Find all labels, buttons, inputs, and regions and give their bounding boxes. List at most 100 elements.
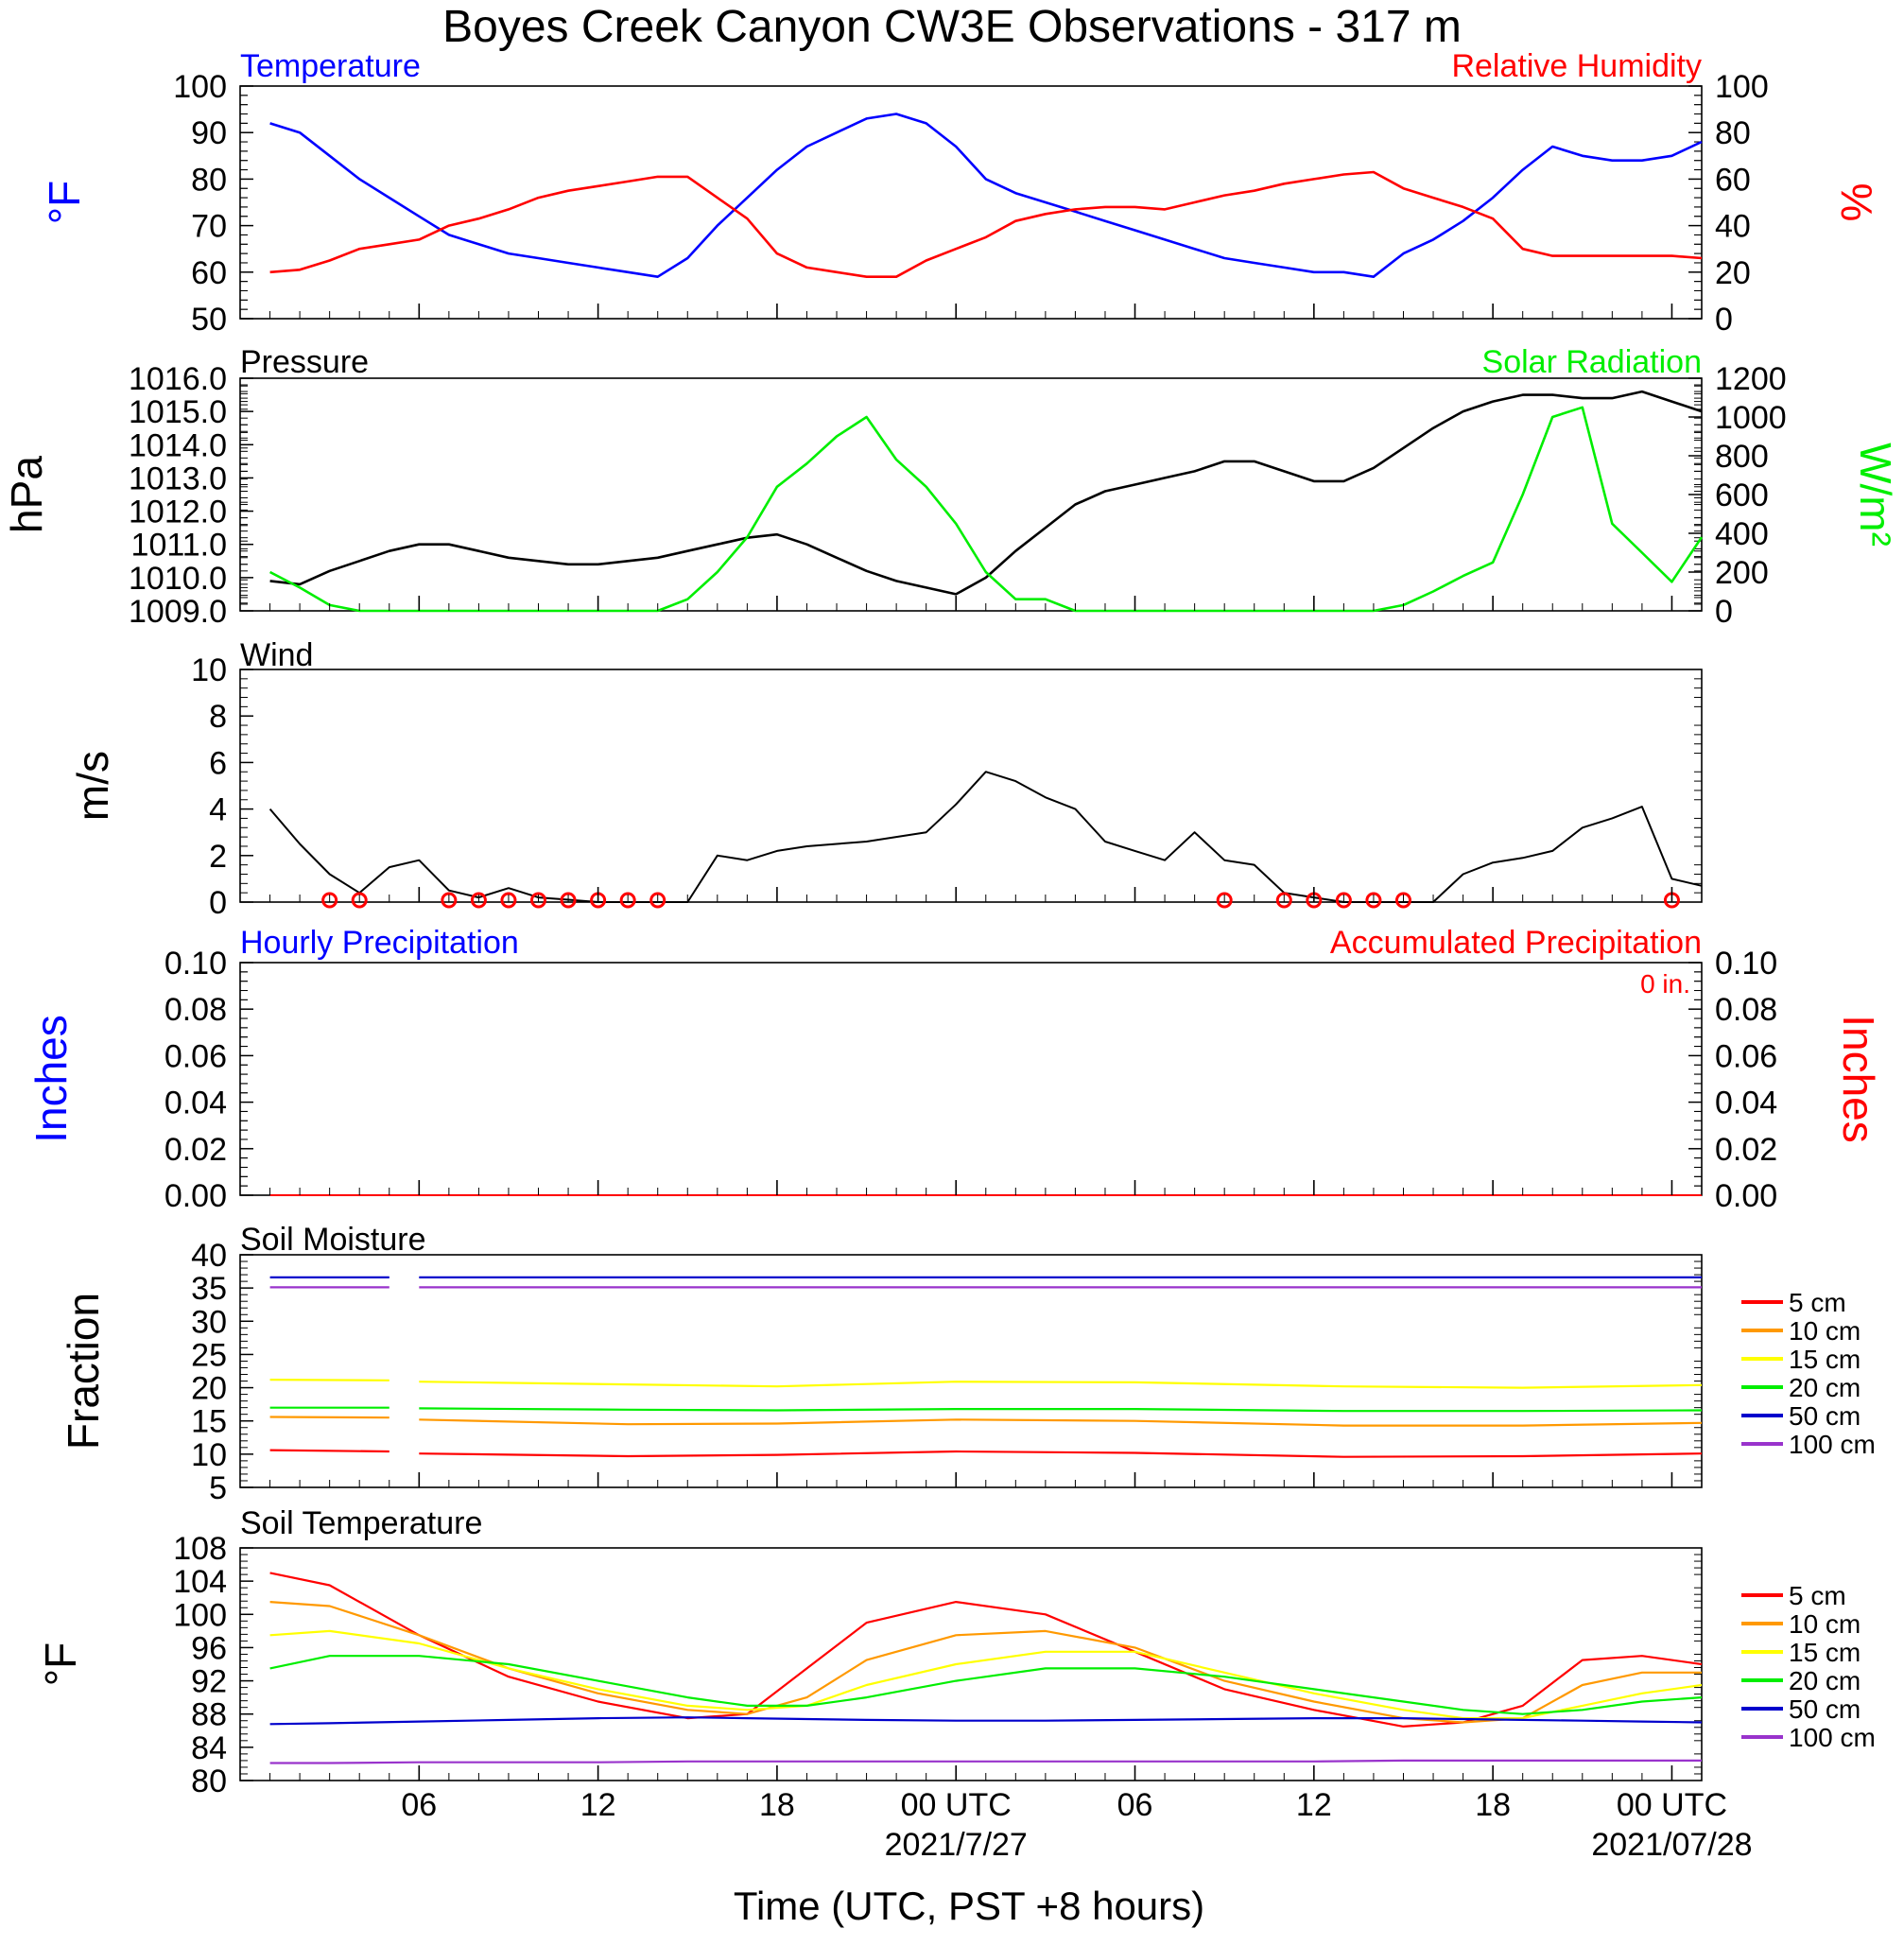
solar-radiation-line xyxy=(268,406,1704,613)
temperature-left-tick-label: 100 xyxy=(173,69,227,105)
soil_moisture-legend-label: 100 cm xyxy=(1789,1430,1876,1459)
calm-wind-circle xyxy=(351,892,368,909)
soil_moisture-legend-label: 50 cm xyxy=(1789,1401,1861,1431)
soil_temperature-left-tick-label: 96 xyxy=(191,1630,227,1666)
wind-panel: Wind m/s 10 8 6 4 2 0 xyxy=(68,637,1703,921)
time-tick-label: 12 xyxy=(1296,1787,1332,1823)
soil-moisture-10cm-line xyxy=(269,1416,389,1419)
calm-wind-circle xyxy=(1335,892,1352,909)
soil-temperature-frame xyxy=(239,1547,1703,1781)
soil_temperature-legend-label: 100 cm xyxy=(1789,1723,1876,1752)
calm-wind-circle xyxy=(619,892,636,909)
temperature-right-tick-label: 40 xyxy=(1715,209,1751,245)
soil_temperature-legend-label: 10 cm xyxy=(1789,1609,1861,1639)
time-axis-label: Time (UTC, PST +8 hours) xyxy=(734,1884,1204,1928)
soil_temperature-left-tick-label: 84 xyxy=(191,1730,227,1766)
temperature-right-tick-label: 100 xyxy=(1715,69,1769,105)
soil-moisture-frame xyxy=(239,1254,1703,1488)
temperature-right-tick-label: 60 xyxy=(1715,162,1751,198)
precip-left-tick-label: 0.00 xyxy=(164,1178,227,1214)
soil_temperature-left-tick-label: 88 xyxy=(191,1697,227,1733)
soil-temperature-unit: °F xyxy=(36,1642,85,1687)
temperature-left-tick-label: 90 xyxy=(191,115,227,151)
wind-title: Wind xyxy=(240,637,313,673)
solar-unit: W/m² xyxy=(1851,443,1900,547)
calm-wind-circle xyxy=(560,892,577,909)
temperature-left-tick-label: 50 xyxy=(191,302,227,338)
soil-temperature-50cm-line xyxy=(269,1716,1703,1726)
pressure-right-tick-label: 400 xyxy=(1715,516,1769,552)
calm-wind-circle xyxy=(649,892,666,909)
pressure-right-tick-label: 800 xyxy=(1715,439,1769,475)
solar-title: Solar Radiation xyxy=(1482,344,1702,380)
soil-moisture-10cm-line xyxy=(419,1418,1703,1427)
pressure-left-tick-label: 1013.0 xyxy=(129,460,227,496)
wind-frame xyxy=(239,669,1703,903)
precip-panel: Hourly Precipitation Accumulated Precipi… xyxy=(26,925,1883,1214)
wind-left-tick-label: 4 xyxy=(209,792,227,828)
soil-moisture-unit: Fraction xyxy=(59,1293,108,1450)
pressure-left-tick-label: 1009.0 xyxy=(129,594,227,630)
calm-wind-circle xyxy=(1216,892,1233,909)
pressure-right-tick-label: 600 xyxy=(1715,478,1769,513)
pressure-left-tick-label: 1011.0 xyxy=(131,528,227,564)
precip-left-tick-label: 0.08 xyxy=(164,992,227,1028)
chart-title: Boyes Creek Canyon CW3E Observations - 3… xyxy=(442,2,1462,52)
wind-left-tick-label: 0 xyxy=(209,885,227,921)
calm-wind-circle xyxy=(1365,892,1382,909)
calm-wind-circle xyxy=(321,892,338,909)
time-tick-label: 00 UTC xyxy=(1617,1787,1727,1823)
pressure-right-tick-label: 1000 xyxy=(1715,400,1787,436)
time-axis: 06 12 18 00 UTC 06 12 18 00 UTC 2021/7/27 2021/07… xyxy=(269,304,1753,1863)
soil_moisture-left-tick-label: 5 xyxy=(209,1470,227,1506)
soil-moisture-title: Soil Moisture xyxy=(240,1222,426,1258)
soil-temperature-5cm-line xyxy=(269,1572,1703,1729)
calm-wind-circle xyxy=(500,892,517,909)
time-tick-label: 18 xyxy=(1475,1787,1511,1823)
calm-wind-circle xyxy=(441,892,458,909)
soil_moisture-legend-label: 10 cm xyxy=(1789,1316,1861,1346)
precip-right-tick-label: 0.10 xyxy=(1715,946,1777,982)
pressure-unit: hPa xyxy=(2,456,51,533)
pressure-left-tick-label: 1010.0 xyxy=(129,561,227,597)
hourly-precip-title: Hourly Precipitation xyxy=(240,925,519,961)
temperature-line xyxy=(269,113,1703,279)
pressure-title: Pressure xyxy=(240,344,369,380)
soil_temperature-legend-label: 50 cm xyxy=(1789,1694,1861,1724)
soil_temperature-legend-label: 5 cm xyxy=(1789,1581,1846,1610)
temperature-right-tick-label: 0 xyxy=(1715,302,1733,338)
soil_moisture-left-tick-label: 20 xyxy=(191,1371,227,1407)
date-label: 2021/7/27 xyxy=(885,1827,1028,1863)
precip-right-tick-label: 0.04 xyxy=(1715,1086,1777,1121)
calm-wind-circle xyxy=(1394,892,1411,909)
soil-temperature-100cm-line xyxy=(269,1759,1702,1764)
soil_moisture-legend-label: 15 cm xyxy=(1789,1345,1861,1374)
soil_moisture-left-tick-label: 10 xyxy=(191,1437,227,1473)
time-tick-label: 18 xyxy=(759,1787,795,1823)
temperature-title: Temperature xyxy=(240,48,421,84)
precip-right-tick-label: 0.00 xyxy=(1715,1178,1777,1214)
soil_moisture-left-tick-label: 40 xyxy=(191,1238,227,1274)
soil_moisture-left-tick-label: 30 xyxy=(191,1304,227,1340)
temperature-left-tick-label: 60 xyxy=(191,255,227,291)
pressure-left-tick-label: 1015.0 xyxy=(129,394,227,430)
precip-left-tick-label: 0.06 xyxy=(164,1038,227,1074)
soil_temperature-left-tick-label: 104 xyxy=(173,1564,227,1600)
accum-precip-title: Accumulated Precipitation xyxy=(1330,925,1702,961)
precip-left-tick-label: 0.02 xyxy=(164,1132,227,1168)
time-tick-label: 06 xyxy=(401,1787,437,1823)
soil-temperature-20cm-line xyxy=(269,1655,1703,1715)
calm-wind-circle xyxy=(1275,892,1292,909)
pressure-left-tick-label: 1012.0 xyxy=(129,495,227,530)
soil-moisture-5cm-line xyxy=(419,1450,1703,1458)
time-tick-label: 00 UTC xyxy=(901,1787,1012,1823)
precip-frame xyxy=(239,962,1703,1196)
soil-moisture-15cm-line xyxy=(269,1378,389,1381)
calm-wind-circle xyxy=(470,892,487,909)
pressure-right-tick-label: 0 xyxy=(1715,594,1733,630)
pressure-line xyxy=(269,390,1703,596)
precip-right-tick-label: 0.02 xyxy=(1715,1132,1777,1168)
precip-right-tick-label: 0.08 xyxy=(1715,992,1777,1028)
pressure-frame xyxy=(239,377,1703,612)
temperature-right-tick-label: 80 xyxy=(1715,115,1751,151)
